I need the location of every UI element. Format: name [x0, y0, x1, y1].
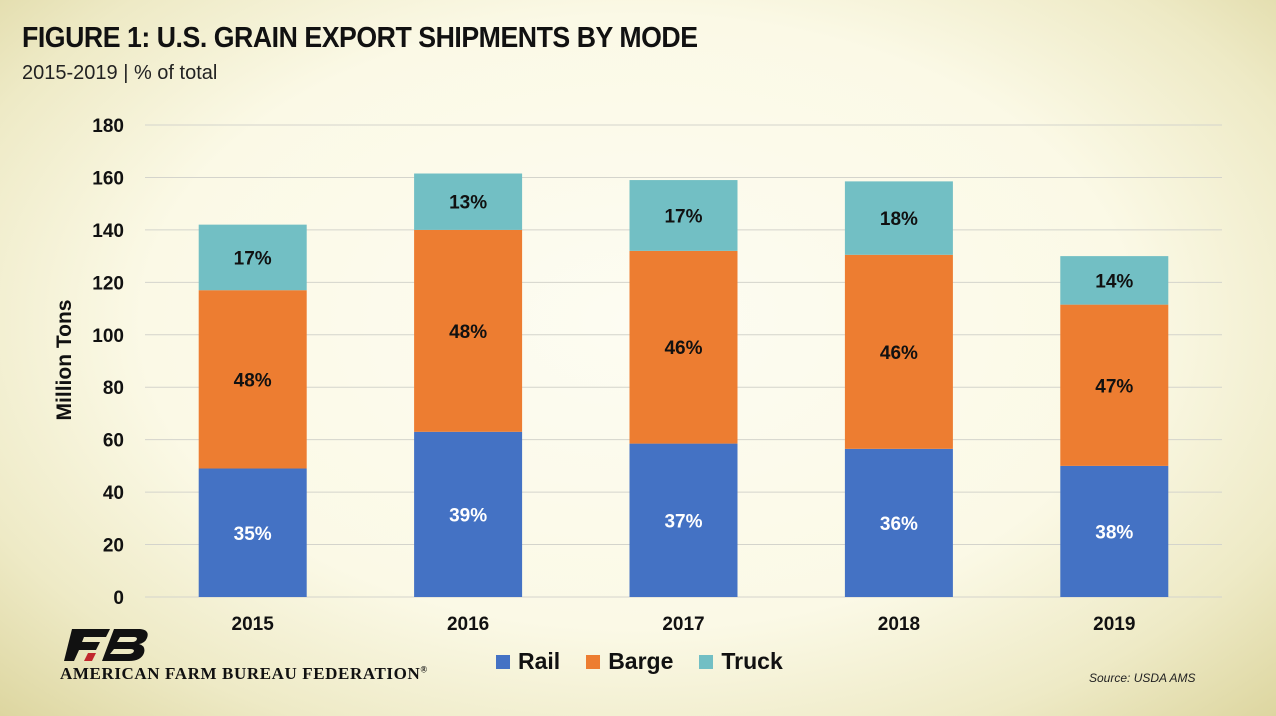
bars: 35% 48% 17% 39% 48% 13% 37% 46% 17% 36% 46% 18% 38% 4…	[198, 173, 1169, 597]
registered-mark: ®	[420, 664, 428, 675]
legend-item-truck: Truck	[699, 648, 783, 675]
x-tick-label: 2015	[232, 614, 275, 635]
bar-rail-2019	[1060, 465, 1169, 597]
data-label-barge-2019: 47%	[1095, 376, 1133, 397]
legend-swatch	[699, 654, 714, 669]
legend-swatch	[586, 654, 601, 669]
y-tick-label: 60	[103, 431, 124, 452]
x-tick-label: 2018	[878, 614, 920, 635]
bar-truck-2016	[414, 173, 523, 230]
bar-truck-2018	[844, 181, 953, 255]
organization-name-text: AMERICAN FARM BUREAU FEDERATION	[60, 664, 421, 683]
x-tick-label: 2019	[1093, 614, 1135, 635]
x-tick-label: 2017	[662, 614, 704, 635]
farm-bureau-logo-icon	[64, 629, 148, 661]
data-label-truck-2017: 17%	[664, 206, 702, 227]
legend-label: Barge	[608, 648, 674, 674]
bar-barge-2017	[629, 250, 738, 444]
bar-truck-2019	[1060, 256, 1169, 305]
y-tick-label: 100	[92, 326, 124, 347]
chart-subtitle: 2015-2019 | % of total	[22, 62, 218, 84]
legend: Rail Barge Truck	[496, 648, 783, 675]
data-label-rail-2018: 36%	[880, 514, 918, 535]
stacked-bar-chart: 0 20 40 60 80 100 120 140 160 180 35% 48% 17% 39% 48%…	[53, 116, 1222, 635]
data-label-truck-2018: 18%	[880, 209, 918, 230]
y-tick-label: 0	[113, 588, 124, 609]
legend-swatch	[496, 654, 510, 669]
y-tick-label: 40	[103, 483, 124, 504]
data-label-rail-2017: 37%	[664, 511, 702, 532]
bar-rail-2018	[844, 448, 953, 597]
chart-title: FIGURE 1: U.S. GRAIN EXPORT SHIPMENTS BY…	[22, 22, 698, 54]
data-label-barge-2018: 46%	[880, 343, 918, 364]
bar-barge-2015	[198, 290, 307, 469]
data-label-truck-2015: 17%	[234, 248, 272, 269]
organization-name: AMERICAN FARM BUREAU FEDERATION®	[60, 664, 428, 684]
bar-truck-2017	[629, 180, 738, 251]
bar-barge-2018	[844, 254, 953, 449]
bar-barge-2019	[1060, 304, 1169, 466]
legend-item-rail: Rail	[496, 648, 560, 675]
data-label-barge-2017: 46%	[664, 338, 702, 359]
y-tick-label: 180	[92, 116, 124, 137]
data-label-rail-2019: 38%	[1095, 522, 1133, 543]
y-tick-label: 80	[103, 378, 124, 399]
bar-rail-2017	[629, 443, 738, 597]
bar-rail-2015	[198, 468, 307, 597]
legend-label: Truck	[721, 648, 783, 674]
y-axis-ticks: 0 20 40 60 80 100 120 140 160 180	[92, 116, 124, 609]
source-note: Source: USDA AMS	[1089, 671, 1196, 685]
legend-item-barge: Barge	[586, 648, 673, 675]
x-tick-label: 2016	[447, 614, 489, 635]
y-tick-label: 120	[92, 273, 124, 294]
data-label-rail-2016: 39%	[449, 505, 487, 526]
bar-rail-2016	[414, 431, 523, 597]
data-label-barge-2015: 48%	[234, 370, 272, 391]
y-tick-label: 160	[92, 168, 124, 189]
bar-barge-2016	[414, 229, 523, 432]
y-tick-label: 140	[92, 221, 124, 242]
data-label-barge-2016: 48%	[449, 322, 487, 343]
bar-truck-2015	[198, 224, 307, 291]
data-label-rail-2015: 35%	[234, 524, 272, 545]
x-axis-ticks: 2015 2016 2017 2018 2019	[232, 614, 1136, 635]
y-tick-label: 20	[103, 536, 124, 557]
legend-label: Rail	[518, 648, 561, 674]
y-axis-label: Million Tons	[53, 300, 76, 421]
data-label-truck-2016: 13%	[449, 193, 487, 214]
data-label-truck-2019: 14%	[1095, 271, 1133, 292]
